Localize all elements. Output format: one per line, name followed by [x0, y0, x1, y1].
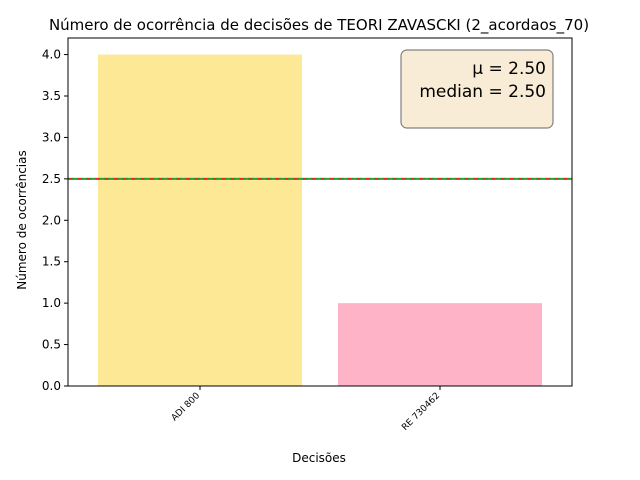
- y-tick-label: 2.0: [42, 213, 61, 227]
- y-tick-label: 1.0: [42, 296, 61, 310]
- y-tick-label: 2.5: [42, 172, 61, 186]
- x-axis-label: Decisões: [292, 451, 346, 465]
- bar-re-730462: [338, 303, 542, 386]
- x-tick-label: ADI 800: [170, 391, 203, 424]
- chart-title: Número de ocorrência de decisões de TEOR…: [49, 16, 589, 35]
- y-tick-label: 0.0: [42, 379, 61, 393]
- y-tick-label: 0.5: [42, 338, 61, 352]
- y-tick-label: 3.0: [42, 130, 61, 144]
- axes-frame: [67, 37, 573, 387]
- y-tick-label: 4.0: [42, 48, 61, 62]
- stats-median-text: median = 2.50: [419, 82, 546, 102]
- stats-box: μ = 2.50 median = 2.50: [400, 49, 554, 129]
- x-tick-label: RE 730462: [400, 391, 442, 433]
- bar-adi-800: [98, 54, 302, 386]
- y-tick-label: 3.5: [42, 89, 61, 103]
- stats-mean-text: μ = 2.50: [472, 59, 546, 79]
- y-axis-label: Número de ocorrências: [15, 150, 29, 290]
- stats-box-background: [400, 49, 554, 129]
- y-tick-label: 1.5: [42, 255, 61, 269]
